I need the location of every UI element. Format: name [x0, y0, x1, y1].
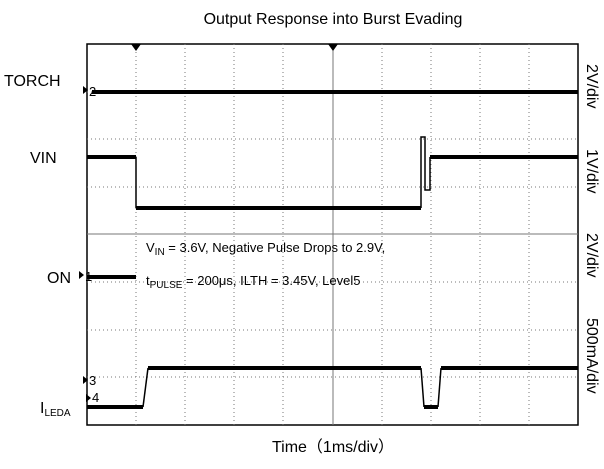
text-rest: = 3.6V, Negative Pulse Drops to 2.9V, [165, 240, 386, 255]
channel-marker: 3 [89, 373, 96, 388]
text-main: t [146, 273, 150, 288]
channel-marker: 4 [92, 390, 99, 405]
channel-marker: 1 [85, 269, 92, 284]
channel-label: TORCH [4, 73, 61, 90]
annotation-line: tPULSE = 200μs, ILTH = 3.45V, Level5 [146, 273, 360, 291]
channel-labels: TORCH 2 VIN ON 1 3 ILEDA 4 [4, 73, 99, 419]
text-sub: IN [155, 247, 165, 258]
scale-labels: 2V/div 1V/div 2V/div 500mA/div [583, 64, 600, 394]
channel-label: ILEDA [40, 400, 71, 419]
scale-label: 500mA/div [583, 318, 600, 394]
chart-title: Output Response into Burst Evading [204, 11, 463, 28]
label-main: I [40, 400, 44, 417]
label-sub: LEDA [44, 408, 70, 419]
text-main: V [146, 240, 155, 255]
annotation: VIN = 3.6V, Negative Pulse Drops to 2.9V… [146, 240, 385, 291]
text-rest: = 200μs, ILTH = 3.45V, Level5 [182, 273, 360, 288]
annotation-line: VIN = 3.6V, Negative Pulse Drops to 2.9V… [146, 240, 385, 258]
graticule [86, 43, 579, 426]
channel-marker: 2 [89, 84, 96, 99]
scale-label: 1V/div [583, 149, 600, 193]
scale-label: 2V/div [583, 64, 600, 108]
x-axis-label: Time（1ms/div） [272, 438, 394, 456]
traces [87, 90, 578, 409]
channel-label: VIN [30, 150, 57, 167]
scale-label: 2V/div [583, 233, 600, 277]
channel-label: ON [47, 270, 71, 287]
text-sub: PULSE [150, 280, 183, 291]
